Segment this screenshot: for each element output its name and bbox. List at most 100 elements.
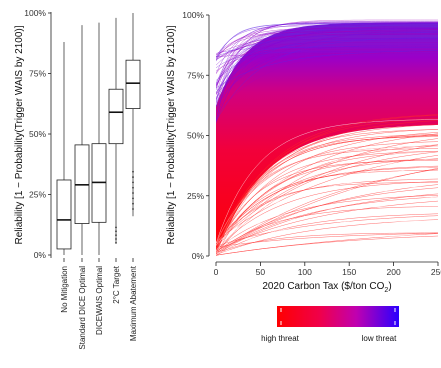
- ensemble-curve: [216, 50, 438, 89]
- ensemble-curve: [216, 234, 438, 253]
- ensemble-curve: [216, 46, 438, 72]
- ensemble-curve: [216, 51, 438, 69]
- boxplot-panel: 0% 25% 50% 75% 100% Reliability [1 − Probabi…: [14, 8, 141, 350]
- left-y-tick-label: 50%: [29, 129, 46, 139]
- colorbar-label-low-threat: low threat: [362, 334, 397, 343]
- box-outlier: [132, 202, 134, 205]
- left-y-ticks: 0% 25% 50% 75% 100%: [24, 8, 51, 260]
- category-label: 2°C Target: [112, 265, 121, 304]
- right-x-tick-label: 150: [342, 267, 356, 277]
- box-outlier: [115, 226, 117, 229]
- box-iqr: [56, 179, 72, 250]
- ensemble-curve: [216, 141, 438, 243]
- box-outlier: [132, 208, 134, 210]
- box-iqr: [108, 88, 124, 145]
- left-y-axis-title: Reliability [1 − Probability(Trigger WAI…: [14, 25, 25, 244]
- ensemble-curve: [216, 51, 438, 116]
- right-x-ticks: 0 50 100 150 200 250: [214, 262, 441, 277]
- right-x-tick-label: 200: [387, 267, 401, 277]
- ensemble-curve: [216, 200, 438, 252]
- ensemble-curve: [216, 154, 438, 243]
- ensemble-curve: [216, 237, 438, 255]
- x-title-end: ): [388, 281, 391, 292]
- left-y-tick-label: 100%: [24, 8, 46, 18]
- right-y-tick-label: 0%: [192, 251, 205, 261]
- right-x-tick-label: 100: [298, 267, 312, 277]
- ensemble-curve: [216, 129, 438, 254]
- colorbar-gradient: [277, 306, 399, 327]
- box-outlier: [132, 176, 134, 178]
- colorbar-label-high-threat: high threat: [261, 334, 300, 343]
- ensemble-curve: [216, 165, 438, 244]
- ensemble-curve: [216, 23, 438, 95]
- box-outlier: [115, 238, 117, 240]
- ensemble-curve: [216, 196, 438, 255]
- right-y-axis-title: Reliability [1 − Probability(Trigger WAI…: [166, 25, 177, 244]
- box-outlier: [115, 230, 117, 233]
- ensemble-curve: [216, 174, 438, 251]
- ensemble-curve: [216, 157, 438, 245]
- ensemble-curve: [216, 48, 438, 74]
- ensemble-curve: [216, 184, 438, 255]
- ensemble-curve: [216, 114, 438, 254]
- colorbar-legend: high threat low threat: [261, 306, 399, 343]
- ensemble-curve: [216, 27, 438, 56]
- ensemble-curve: [216, 193, 438, 255]
- ensemble-curve: [216, 215, 438, 247]
- x-title-sub: 2: [384, 287, 388, 294]
- box-outlier: [132, 170, 134, 173]
- ensemble-curve: [216, 232, 438, 254]
- ensemble-curve: [216, 38, 438, 103]
- ensemble-curve: [216, 31, 438, 93]
- x-title-main: 2020 Carbon Tax ($/ton CO: [262, 281, 384, 292]
- ensemble-curve: [216, 144, 438, 246]
- right-x-tick-label: 0: [214, 267, 219, 277]
- ensemble-curve: [216, 23, 438, 84]
- right-x-axis-title: 2020 Carbon Tax ($/ton CO2): [262, 281, 391, 294]
- category-labels: No Mitigation Standard DICE Optimal DICEWA…: [60, 258, 138, 350]
- ensemble-curve: [216, 144, 438, 245]
- right-y-tick-label: 25%: [187, 191, 204, 201]
- line-panel: 0% 25% 50% 75% 100% 0 50 100 150 200 250 Reliabil…: [166, 10, 441, 343]
- ensemble-fill: [216, 22, 438, 256]
- ensemble-curve: [216, 46, 438, 54]
- box-outlier: [115, 234, 117, 237]
- boxplot-boxes: [56, 13, 141, 255]
- ensemble-curve: [216, 118, 438, 245]
- ensemble-curve: [216, 38, 438, 112]
- ensemble-curve: [216, 168, 438, 254]
- box-outlier: [132, 181, 134, 184]
- right-x-tick-label: 50: [256, 267, 266, 277]
- ensemble-curve: [216, 34, 438, 87]
- ensemble-curve: [216, 28, 438, 122]
- box-outlier: [132, 186, 134, 189]
- ensemble-curve: [216, 151, 438, 253]
- ensemble-curve: [216, 181, 438, 251]
- category-label: No Mitigation: [60, 266, 69, 313]
- ensemble-curve: [216, 181, 438, 250]
- category-label: Standard DICE Optimal: [78, 266, 87, 350]
- ensemble-curve: [216, 135, 438, 250]
- ensemble-curve: [216, 20, 438, 122]
- ensemble-curve: [216, 208, 438, 252]
- left-y-tick-label: 25%: [29, 190, 46, 200]
- right-y-tick-label: 75%: [187, 70, 204, 80]
- box-outlier: [132, 197, 134, 200]
- ensemble-curve: [216, 32, 438, 56]
- ensemble-curves: [216, 19, 438, 256]
- category-label: DICEWAIS Optimal: [95, 266, 104, 335]
- ensemble-curve: [216, 42, 438, 86]
- ensemble-curve: [216, 31, 438, 61]
- right-x-tick-label: 250: [431, 267, 441, 277]
- ensemble-curve: [216, 32, 438, 58]
- box-iqr: [125, 59, 141, 109]
- ensemble-curve: [216, 178, 438, 245]
- ensemble-curve: [216, 44, 438, 108]
- ensemble-curve: [216, 25, 438, 58]
- ensemble-curve: [216, 205, 438, 244]
- ensemble-curve: [216, 165, 438, 245]
- ensemble-curve: [216, 168, 438, 254]
- ensemble-curve: [216, 159, 438, 249]
- category-label: Maximum Abatement: [129, 265, 138, 341]
